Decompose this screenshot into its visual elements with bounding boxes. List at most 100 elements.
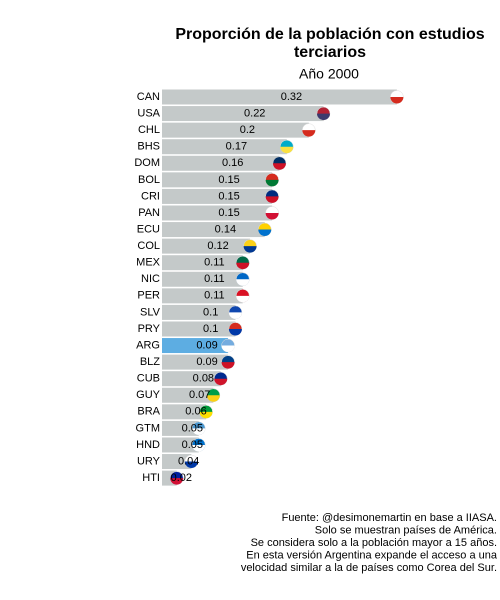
bar — [162, 288, 243, 304]
flag — [280, 139, 294, 154]
y-tick-label: HTI — [142, 472, 160, 484]
flag-band — [184, 461, 198, 469]
y-tick-label: BLZ — [140, 356, 160, 368]
note: Solo se muestran países de América. — [315, 524, 497, 536]
bar — [162, 172, 273, 188]
flag-band — [192, 428, 206, 435]
y-tick-label: NIC — [141, 273, 160, 285]
value-label: 0.05 — [182, 422, 203, 434]
y-tick-label: MEX — [136, 257, 161, 269]
bar — [162, 321, 236, 337]
y-tick-label: CAN — [137, 91, 160, 103]
bar — [162, 354, 229, 370]
flag-band — [236, 262, 250, 270]
bar — [162, 271, 243, 287]
flag-band — [316, 113, 330, 121]
y-tick-label: USA — [137, 107, 160, 119]
flag — [169, 471, 184, 485]
y-tick-label: CRI — [141, 190, 160, 202]
bar — [162, 188, 273, 204]
flag-band — [265, 196, 279, 203]
value-label: 0.08 — [193, 373, 214, 385]
flag-band — [228, 328, 242, 336]
value-label: 0.1 — [203, 306, 218, 318]
y-tick-label: ARG — [136, 339, 160, 351]
flag-band — [221, 345, 235, 353]
value-label: 0.11 — [204, 290, 225, 302]
flag-band — [199, 411, 213, 419]
value-label: 0.05 — [182, 439, 203, 451]
flag-band — [192, 444, 206, 452]
value-label: 0.04 — [178, 455, 199, 467]
y-tick-label: GTM — [136, 422, 160, 434]
bar — [162, 106, 324, 122]
flag — [258, 222, 272, 237]
flag — [235, 272, 250, 287]
flag-band — [206, 395, 220, 402]
y-tick-label: GUY — [136, 389, 161, 401]
note: Se considera solo a la población mayor a… — [251, 537, 497, 549]
y-tick-label: DOM — [134, 157, 160, 169]
flag-band — [228, 312, 242, 319]
value-label: 0.1 — [203, 323, 218, 335]
bar — [162, 255, 243, 271]
y-tick-label: ECU — [137, 223, 160, 235]
value-label: 0.06 — [185, 406, 206, 418]
chart-title: Proporción de la población con estudios … — [175, 26, 485, 61]
flag-band — [302, 130, 316, 137]
flag — [199, 405, 213, 419]
y-tick-label: COL — [137, 240, 160, 252]
value-label: 0.11 — [204, 273, 225, 285]
flag — [228, 322, 243, 336]
flag — [221, 338, 235, 353]
flag — [390, 90, 404, 104]
value-label: 0.17 — [226, 141, 247, 153]
bar — [162, 387, 214, 403]
flag — [206, 388, 221, 403]
flag — [191, 421, 206, 436]
flag-band — [265, 212, 279, 220]
value-label: 0.12 — [207, 240, 228, 252]
flag-band — [221, 362, 235, 369]
flag — [243, 239, 257, 253]
flag — [235, 255, 250, 270]
y-tick-label: CHL — [138, 124, 160, 136]
flag — [191, 438, 206, 452]
bar — [162, 338, 229, 354]
value-label: 0.11 — [204, 257, 225, 269]
bar — [162, 304, 236, 320]
note: En esta versión Argentina expande el acc… — [246, 549, 498, 561]
value-label: 0.14 — [215, 223, 236, 235]
flag — [265, 206, 279, 220]
flag — [302, 123, 316, 137]
value-label: 0.32 — [281, 91, 302, 103]
chart-subtitle: Año 2000 — [299, 66, 359, 82]
flag — [272, 156, 287, 171]
value-label: 0.07 — [189, 389, 210, 401]
bar — [162, 205, 273, 221]
value-label: 0.16 — [222, 157, 243, 169]
value-label: 0.15 — [218, 190, 239, 202]
value-label: 0.02 — [171, 472, 192, 484]
y-tick-label: BRA — [137, 406, 160, 418]
note: Fuente: @desimonemartin en base a IIASA. — [282, 512, 497, 524]
flag-band — [236, 295, 250, 303]
y-tick-label: CUB — [137, 373, 160, 385]
flag — [221, 355, 235, 369]
flag — [316, 106, 331, 121]
flag-band — [258, 229, 272, 237]
flag-band — [390, 97, 404, 104]
bar — [162, 420, 199, 436]
bar — [162, 122, 309, 138]
value-label: 0.15 — [218, 174, 239, 186]
bar — [162, 155, 280, 171]
flag-band — [170, 478, 184, 485]
value-label: 0.22 — [244, 107, 265, 119]
flag-band — [236, 279, 250, 286]
flag-band — [214, 378, 228, 386]
flag — [228, 305, 243, 320]
flag — [213, 371, 228, 386]
value-label: 0.09 — [196, 356, 217, 368]
